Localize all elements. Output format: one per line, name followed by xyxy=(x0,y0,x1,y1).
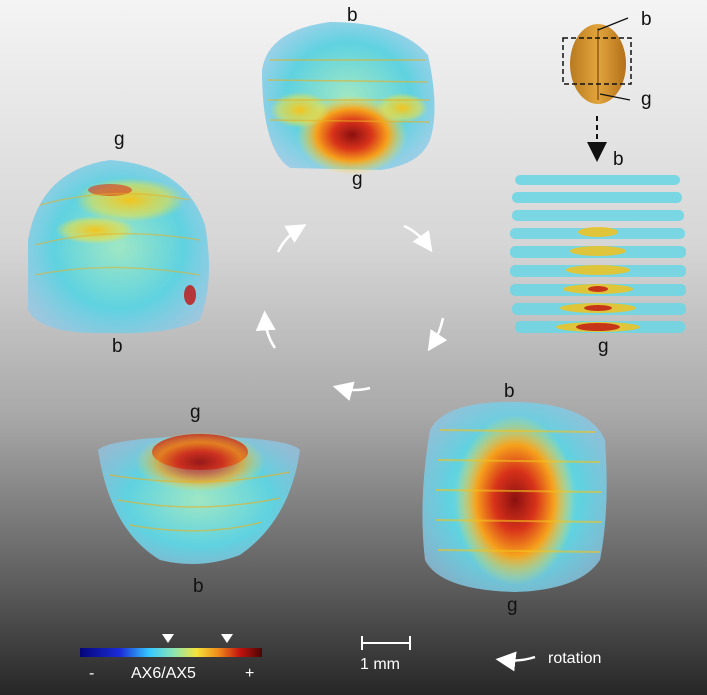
left-specimen xyxy=(28,160,209,333)
bottom-right-specimen xyxy=(422,402,606,592)
colorbar xyxy=(80,634,262,657)
label-top-g: g xyxy=(352,170,363,189)
legend-title: AX6/AX5 xyxy=(131,666,196,682)
label-right-b: b xyxy=(613,150,624,169)
label-br-g: g xyxy=(507,596,518,615)
scale-bar xyxy=(362,636,410,650)
legend-plus: + xyxy=(245,666,254,682)
label-inset-b: b xyxy=(641,10,652,29)
label-right-g: g xyxy=(598,337,609,356)
label-bl-b: b xyxy=(193,577,204,596)
label-left-b: b xyxy=(112,337,123,356)
label-br-b: b xyxy=(504,382,515,401)
label-bl-g: g xyxy=(190,403,201,422)
legend-minus: - xyxy=(89,666,94,682)
top-specimen xyxy=(262,22,435,175)
rotation-label: rotation xyxy=(548,651,601,667)
right-slices xyxy=(510,175,686,333)
label-top-b: b xyxy=(347,6,358,25)
scale-label: 1 mm xyxy=(360,657,400,673)
bottom-left-specimen xyxy=(98,432,300,564)
label-inset-g: g xyxy=(641,90,652,109)
seed-inset xyxy=(563,18,631,152)
label-left-g: g xyxy=(114,130,125,149)
